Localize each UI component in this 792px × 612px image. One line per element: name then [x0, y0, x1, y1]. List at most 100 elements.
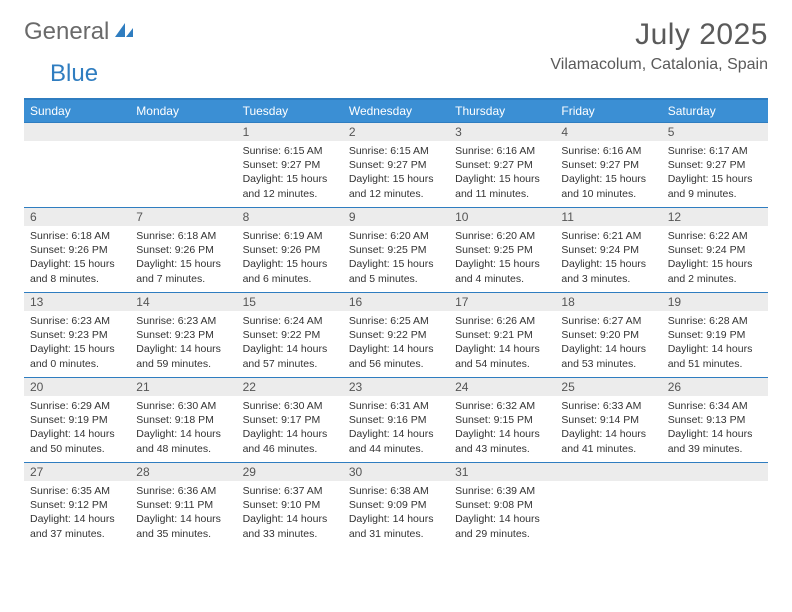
day-details: Sunrise: 6:27 AMSunset: 9:20 PMDaylight:…: [555, 311, 661, 377]
day-number: 20: [24, 378, 130, 396]
day-number: 5: [662, 123, 768, 141]
day-detail-line: Sunset: 9:27 PM: [349, 158, 443, 172]
day-detail-line: Sunset: 9:27 PM: [455, 158, 549, 172]
day-number: 26: [662, 378, 768, 396]
day-detail-line: and 35 minutes.: [136, 527, 230, 541]
day-detail-line: Daylight: 15 hours: [243, 257, 337, 271]
day-cell: [24, 123, 130, 207]
day-details: Sunrise: 6:23 AMSunset: 9:23 PMDaylight:…: [24, 311, 130, 377]
day-cell: 5Sunrise: 6:17 AMSunset: 9:27 PMDaylight…: [662, 123, 768, 207]
day-detail-line: Daylight: 14 hours: [136, 342, 230, 356]
day-detail-line: Daylight: 14 hours: [455, 427, 549, 441]
day-cell: 29Sunrise: 6:37 AMSunset: 9:10 PMDayligh…: [237, 463, 343, 547]
day-detail-line: Sunrise: 6:15 AM: [349, 144, 443, 158]
day-detail-line: Sunrise: 6:24 AM: [243, 314, 337, 328]
day-detail-line: Daylight: 15 hours: [561, 172, 655, 186]
day-number: 30: [343, 463, 449, 481]
day-details: Sunrise: 6:15 AMSunset: 9:27 PMDaylight:…: [343, 141, 449, 207]
day-detail-line: Sunrise: 6:36 AM: [136, 484, 230, 498]
day-cell: 30Sunrise: 6:38 AMSunset: 9:09 PMDayligh…: [343, 463, 449, 547]
day-detail-line: Sunrise: 6:28 AM: [668, 314, 762, 328]
day-detail-line: and 31 minutes.: [349, 527, 443, 541]
day-detail-line: and 12 minutes.: [243, 187, 337, 201]
day-detail-line: Sunrise: 6:30 AM: [243, 399, 337, 413]
day-detail-line: and 3 minutes.: [561, 272, 655, 286]
day-number: 19: [662, 293, 768, 311]
day-detail-line: and 4 minutes.: [455, 272, 549, 286]
day-number: 25: [555, 378, 661, 396]
day-detail-line: Sunrise: 6:16 AM: [455, 144, 549, 158]
day-detail-line: Sunrise: 6:15 AM: [243, 144, 337, 158]
day-number: 31: [449, 463, 555, 481]
day-details: Sunrise: 6:33 AMSunset: 9:14 PMDaylight:…: [555, 396, 661, 462]
day-number: 13: [24, 293, 130, 311]
day-detail-line: Sunset: 9:09 PM: [349, 498, 443, 512]
day-detail-line: Sunset: 9:27 PM: [668, 158, 762, 172]
day-detail-line: and 48 minutes.: [136, 442, 230, 456]
day-details: [130, 141, 236, 150]
day-detail-line: Sunrise: 6:31 AM: [349, 399, 443, 413]
day-detail-line: Daylight: 14 hours: [243, 427, 337, 441]
day-detail-line: Daylight: 15 hours: [455, 172, 549, 186]
day-detail-line: Daylight: 15 hours: [349, 257, 443, 271]
day-detail-line: Sunrise: 6:27 AM: [561, 314, 655, 328]
day-number: 22: [237, 378, 343, 396]
day-cell: 22 Sunrise: 6:30 AMSunset: 9:17 PMDayligh…: [237, 378, 343, 462]
day-detail-line: and 5 minutes.: [349, 272, 443, 286]
day-number: 2: [343, 123, 449, 141]
day-detail-line: and 59 minutes.: [136, 357, 230, 371]
day-details: Sunrise: 6:20 AMSunset: 9:25 PMDaylight:…: [343, 226, 449, 292]
day-details: Sunrise: 6:19 AMSunset: 9:26 PMDaylight:…: [237, 226, 343, 292]
day-details: Sunrise: 6:39 AMSunset: 9:08 PMDaylight:…: [449, 481, 555, 547]
day-detail-line: and 46 minutes.: [243, 442, 337, 456]
day-detail-line: Daylight: 14 hours: [668, 342, 762, 356]
day-detail-line: Sunrise: 6:33 AM: [561, 399, 655, 413]
day-detail-line: and 7 minutes.: [136, 272, 230, 286]
day-detail-line: Sunset: 9:12 PM: [30, 498, 124, 512]
day-details: Sunrise: 6:34 AMSunset: 9:13 PMDaylight:…: [662, 396, 768, 462]
day-details: Sunrise: 6:20 AMSunset: 9:25 PMDaylight:…: [449, 226, 555, 292]
day-detail-line: Sunrise: 6:22 AM: [668, 229, 762, 243]
day-detail-line: Sunset: 9:26 PM: [30, 243, 124, 257]
day-detail-line: Sunrise: 6:21 AM: [561, 229, 655, 243]
day-cell: 17Sunrise: 6:26 AMSunset: 9:21 PMDayligh…: [449, 293, 555, 377]
logo-sail-icon: [113, 21, 135, 44]
day-detail-line: Sunset: 9:18 PM: [136, 413, 230, 427]
day-details: Sunrise: 6:23 AMSunset: 9:23 PMDaylight:…: [130, 311, 236, 377]
day-number: 9: [343, 208, 449, 226]
day-details: Sunrise: 6:26 AMSunset: 9:21 PMDaylight:…: [449, 311, 555, 377]
day-detail-line: Sunrise: 6:39 AM: [455, 484, 549, 498]
day-detail-line: Sunset: 9:22 PM: [243, 328, 337, 342]
day-detail-line: Daylight: 14 hours: [668, 427, 762, 441]
day-details: Sunrise: 6:38 AMSunset: 9:09 PMDaylight:…: [343, 481, 449, 547]
day-cell: 1Sunrise: 6:15 AMSunset: 9:27 PMDaylight…: [237, 123, 343, 207]
day-detail-line: Sunset: 9:23 PM: [136, 328, 230, 342]
day-detail-line: Sunset: 9:11 PM: [136, 498, 230, 512]
day-detail-line: Daylight: 14 hours: [561, 342, 655, 356]
day-detail-line: Daylight: 14 hours: [455, 342, 549, 356]
day-details: Sunrise: 6:25 AMSunset: 9:22 PMDaylight:…: [343, 311, 449, 377]
dow-thursday: Thursday: [449, 100, 555, 122]
day-detail-line: Sunset: 9:23 PM: [30, 328, 124, 342]
day-number: 23: [343, 378, 449, 396]
day-detail-line: and 41 minutes.: [561, 442, 655, 456]
day-detail-line: Sunrise: 6:20 AM: [455, 229, 549, 243]
day-details: [24, 141, 130, 150]
day-detail-line: and 51 minutes.: [668, 357, 762, 371]
day-cell: 10Sunrise: 6:20 AMSunset: 9:25 PMDayligh…: [449, 208, 555, 292]
logo: General: [24, 18, 137, 46]
day-number: 17: [449, 293, 555, 311]
day-detail-line: Sunrise: 6:20 AM: [349, 229, 443, 243]
day-detail-line: Sunset: 9:26 PM: [136, 243, 230, 257]
day-cell: 12Sunrise: 6:22 AMSunset: 9:24 PMDayligh…: [662, 208, 768, 292]
day-details: Sunrise: 6:18 AMSunset: 9:26 PMDaylight:…: [24, 226, 130, 292]
logo-text-general: General: [24, 18, 109, 46]
day-details: Sunrise: 6:18 AMSunset: 9:26 PMDaylight:…: [130, 226, 236, 292]
day-number: 11: [555, 208, 661, 226]
day-detail-line: and 10 minutes.: [561, 187, 655, 201]
day-details: Sunrise: 6:31 AMSunset: 9:16 PMDaylight:…: [343, 396, 449, 462]
day-number: 28: [130, 463, 236, 481]
day-detail-line: Sunset: 9:17 PM: [243, 413, 337, 427]
day-cell: 2Sunrise: 6:15 AMSunset: 9:27 PMDaylight…: [343, 123, 449, 207]
day-detail-line: and 53 minutes.: [561, 357, 655, 371]
